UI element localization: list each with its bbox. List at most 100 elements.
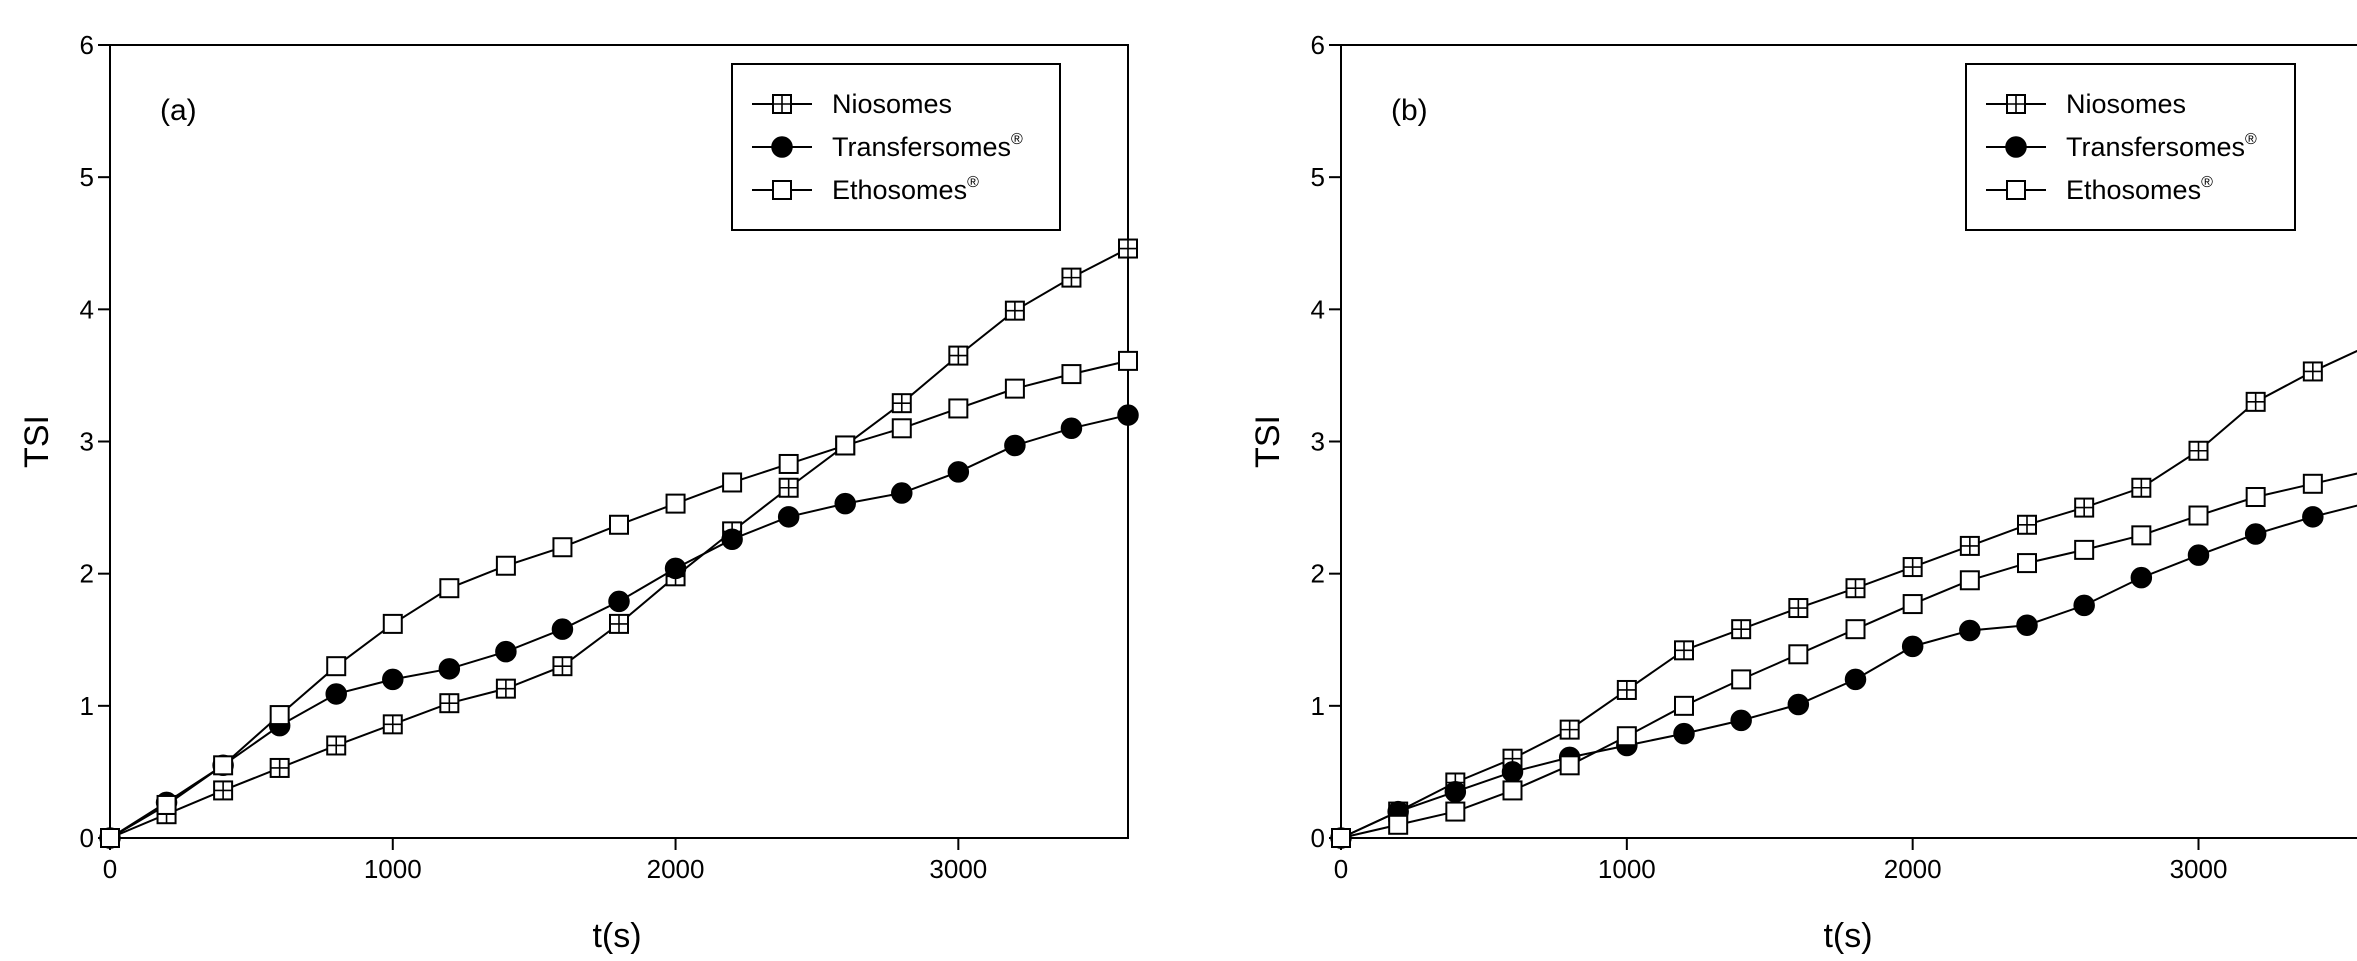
marker-cross (1846, 579, 1865, 598)
data-point (1388, 814, 1409, 835)
legend-label: Transfersomes® (2066, 131, 2257, 162)
marker-cross (1732, 620, 1751, 639)
data-point (325, 683, 347, 705)
series-line (109, 247, 1129, 839)
data-point (664, 557, 687, 580)
legend-entry: Transfersomes® (1986, 131, 2257, 162)
marker-cross (2075, 498, 2094, 517)
x-axis-label: t(s) (1823, 917, 1872, 955)
marker-cross (610, 614, 628, 633)
marker-cross (214, 781, 233, 800)
data-point (2188, 440, 2209, 461)
x-tick-label: 1000 (364, 854, 422, 884)
data-point (2245, 487, 2266, 508)
data-point (1787, 693, 1810, 716)
marker-cross (270, 758, 289, 777)
series-line (1340, 472, 2357, 839)
data-point (1959, 619, 1981, 642)
data-point (1674, 640, 1694, 661)
data-point (1731, 619, 1752, 640)
data-point (100, 828, 120, 848)
panel-label: (a) (160, 94, 197, 127)
data-point (1731, 669, 1752, 690)
data-point (1501, 761, 1524, 783)
data-point (1959, 570, 1980, 591)
data-point (1502, 780, 1523, 801)
data-point (1445, 801, 1466, 822)
data-point (2302, 473, 2323, 494)
panel-label: (b) (1391, 94, 1428, 127)
legend-entry: Ethosomes® (1986, 174, 2213, 205)
data-point (948, 345, 969, 366)
data-point (1730, 709, 1752, 732)
data-point (1845, 619, 1866, 640)
series-niosomes (100, 238, 1138, 848)
marker-cross (2018, 515, 2036, 534)
y-tick-label: 1 (1311, 691, 1325, 721)
series-ethosomes (1331, 472, 2357, 848)
y-tick-label: 4 (1311, 294, 1325, 324)
data-point (382, 613, 403, 634)
chart-panel-a: 0 1 2 3 4 5 6 0 1000 2000 3000 t(s) TSI (a) Niosomes Tr… (18, 30, 1139, 955)
data-point (1004, 434, 1026, 457)
marker-cross (383, 715, 402, 734)
data-point (551, 618, 574, 640)
x-axis-label: t(s) (592, 917, 641, 955)
data-point (2302, 361, 2323, 382)
data-point (495, 640, 517, 663)
data-point (2245, 391, 2266, 412)
data-point (1674, 695, 1694, 716)
data-point (1331, 828, 1351, 848)
data-point (1902, 594, 1923, 615)
data-point (835, 435, 856, 456)
data-point (1118, 350, 1138, 371)
marker-cross (1005, 301, 1024, 320)
data-point (1061, 364, 1082, 385)
marker-cross (949, 346, 968, 365)
data-point (1616, 726, 1637, 747)
data-point (2073, 594, 2095, 617)
data-point (438, 658, 461, 680)
y-axis-label: TSI (18, 415, 56, 468)
data-point (2016, 614, 2038, 636)
legend-entry: Niosomes (752, 89, 952, 119)
marker-cross (327, 736, 346, 755)
x-tick-label: 0 (1334, 854, 1348, 884)
data-point (609, 514, 629, 535)
y-tick-label: 0 (1311, 823, 1325, 853)
data-point (1844, 668, 1867, 691)
data-point (1061, 267, 1082, 288)
data-point (382, 668, 404, 691)
marker-cross (892, 394, 911, 413)
legend-marker (2005, 136, 2027, 158)
data-point (2131, 477, 2152, 498)
legend-marker (772, 94, 792, 114)
data-point (2074, 539, 2095, 560)
data-point (213, 780, 234, 801)
legend-label: Niosomes (2066, 89, 2186, 119)
legend: Niosomes Transfersomes® Ethosomes® (731, 63, 1061, 231)
data-point (721, 528, 743, 551)
marker-cross (773, 95, 791, 113)
y-tick-label: 5 (80, 162, 94, 192)
data-point (156, 794, 177, 815)
data-point (269, 705, 290, 726)
data-point (1673, 722, 1695, 745)
chart-panel-b: 0 1 2 3 4 5 6 0 1000 2000 3000 t(s) TSI (b) Niosomes Tr… (1249, 30, 2357, 955)
legend-marker (772, 180, 792, 200)
legend-superscript: ® (967, 174, 979, 191)
data-point (777, 506, 800, 528)
marker-cross (2132, 478, 2151, 497)
x-tick-label: 3000 (2170, 854, 2228, 884)
marker-cross (1675, 641, 1693, 660)
data-point (834, 492, 856, 515)
legend-marker (771, 136, 793, 158)
marker-cross (2007, 95, 2025, 113)
y-tick-label: 4 (80, 294, 94, 324)
marker-cross (1903, 558, 1922, 577)
y-tick-label: 1 (80, 691, 94, 721)
legend-entry: Transfersomes® (752, 131, 1023, 162)
data-point (947, 461, 970, 483)
data-point (2130, 566, 2153, 589)
